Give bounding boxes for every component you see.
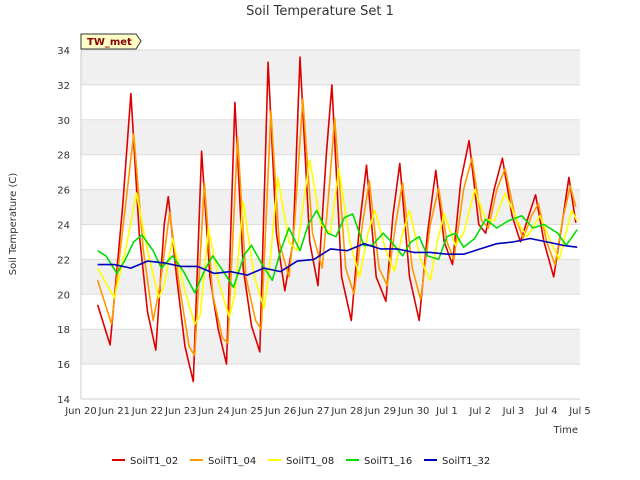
x-tick-label: Jun 20	[64, 406, 97, 417]
tw-met-badge: TW_met	[80, 33, 142, 50]
chart-title: Soil Temperature Set 1	[246, 4, 394, 19]
x-tick-label: Jun 28	[330, 406, 363, 417]
background-band	[81, 119, 580, 155]
legend-label: SoilT1_32	[442, 456, 490, 467]
y-tick-label: 22	[57, 255, 70, 266]
x-tick-label: Jun 23	[164, 406, 197, 417]
series-line-SoilT1_08	[96, 159, 578, 325]
badge-box	[80, 33, 142, 50]
series-line-SoilT1_04	[96, 98, 577, 357]
x-tick-label: Jul 5	[568, 406, 591, 417]
x-tick-labels: Jun 20 Jun 21 Jun 22 Jun 23 Jun 24 Jun 25 Jun …	[64, 406, 591, 417]
x-tick-label: Jun 27	[297, 406, 330, 417]
y-tick-labels: 14 16 18 20 22 24 26 28 30 32 34	[57, 46, 70, 406]
x-tick-label: Jul 4	[535, 406, 558, 417]
legend-label: SoilT1_08	[286, 456, 334, 467]
x-axis-title: Time	[553, 425, 578, 436]
series-layer	[96, 56, 578, 383]
legend-label: SoilT1_16	[364, 456, 412, 467]
x-tick-label: Jun 29	[364, 406, 397, 417]
x-tick-label: Jun 25	[231, 406, 264, 417]
x-tick-label: Jun 22	[131, 406, 164, 417]
legend-label: SoilT1_02	[130, 456, 178, 467]
axes	[80, 50, 580, 400]
y-tick-label: 20	[57, 290, 70, 301]
y-axis-title: Soil Temperature (C)	[8, 173, 19, 276]
x-tick-label: Jul 1	[435, 406, 458, 417]
background-band	[81, 50, 580, 85]
x-tick-label: Jul 3	[502, 406, 525, 417]
y-tick-label: 32	[57, 81, 70, 92]
legend: SoilT1_02 SoilT1_04 SoilT1_08 SoilT1_16 Soil…	[112, 456, 490, 467]
series-line-SoilT1_32	[97, 237, 578, 276]
background-band	[81, 189, 580, 225]
y-tick-label: 26	[57, 186, 70, 197]
x-tick-label: Jun 21	[98, 406, 131, 417]
y-tick-label: 28	[57, 151, 70, 162]
y-tick-label: 14	[57, 395, 70, 406]
x-tick-label: Jun 24	[197, 406, 230, 417]
x-tick-label: Jul 2	[468, 406, 491, 417]
x-tick-label: Jun 30	[397, 406, 430, 417]
background-bands	[81, 50, 580, 365]
y-tick-label: 24	[57, 221, 70, 232]
background-band	[81, 329, 580, 365]
y-tick-label: 34	[57, 46, 70, 57]
series-line-SoilT1_16	[97, 209, 578, 294]
x-tick-label: Jun 26	[264, 406, 297, 417]
badge-label: TW_met	[87, 37, 132, 48]
y-tick-label: 16	[57, 360, 70, 371]
legend-label: SoilT1_04	[208, 456, 256, 467]
y-tick-label: 18	[57, 325, 70, 336]
y-tick-label: 30	[57, 116, 70, 127]
